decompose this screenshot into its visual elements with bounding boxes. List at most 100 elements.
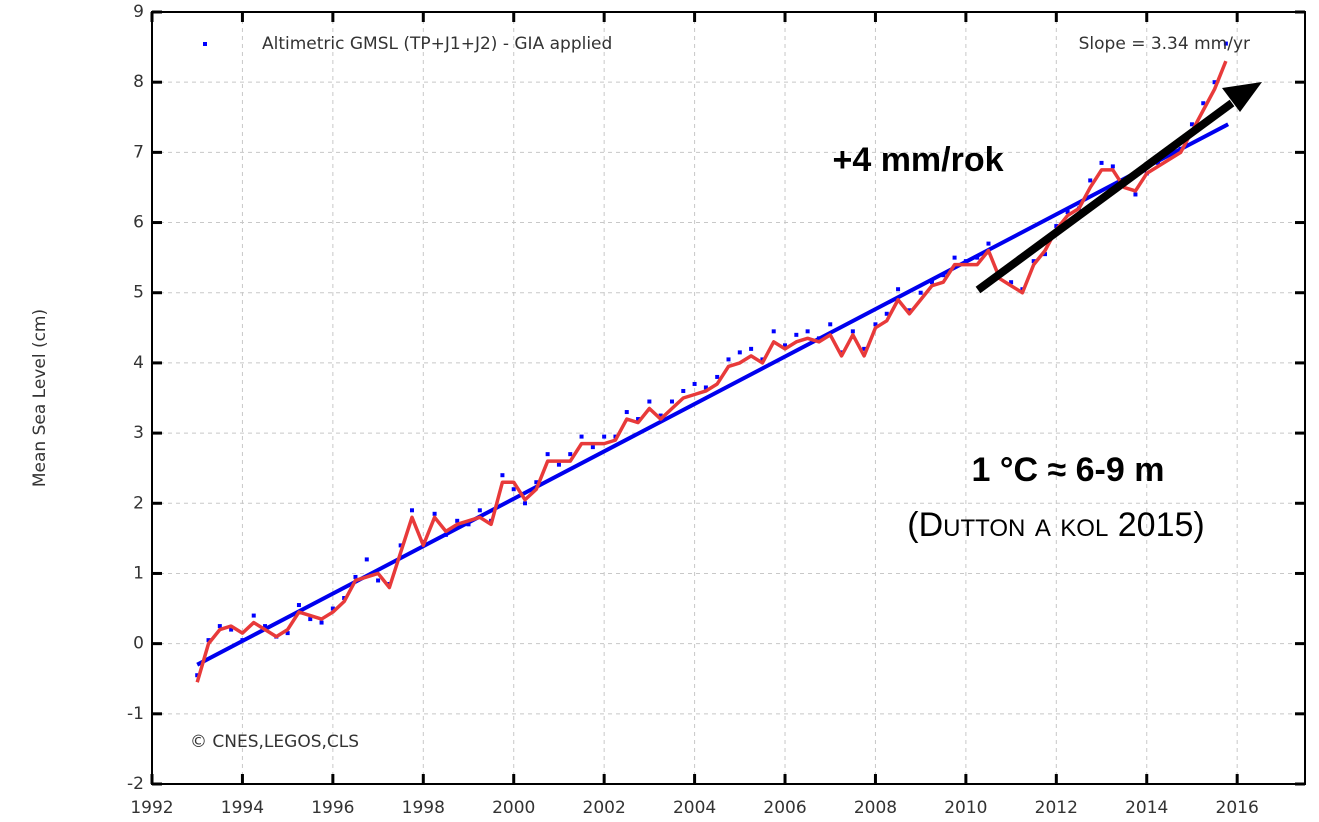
data-point (884, 311, 889, 316)
plot-area: -2 -1 0 1 2 3 4 5 6 7 8 9 1992 1994 1996 1998 2000 2002 20… (127, 2, 1305, 818)
data-point (206, 638, 211, 643)
data-point (636, 417, 641, 422)
data-point (828, 322, 833, 327)
data-point (534, 480, 539, 485)
data-point (1088, 178, 1093, 183)
data-point (692, 381, 697, 386)
data-point (681, 388, 686, 393)
data-point (296, 603, 301, 608)
data-point (1043, 252, 1048, 257)
data-point (353, 574, 358, 579)
x-tick-label: 2006 (763, 798, 806, 818)
data-point (1110, 164, 1115, 169)
annotation: +4 mm/rok (832, 141, 1003, 179)
data-point (1133, 192, 1138, 197)
data-point (409, 508, 414, 513)
data-point (794, 332, 799, 337)
x-tick-label: 2016 (1216, 798, 1259, 818)
data-point (511, 487, 516, 492)
data-point (1156, 160, 1161, 165)
x-tick-label: 2002 (583, 798, 626, 818)
y-tick-label: -1 (127, 704, 144, 724)
data-point (1212, 80, 1217, 85)
copyright: © CNES,LEGOS,CLS (190, 732, 359, 752)
data-point (1054, 224, 1059, 229)
data-point (545, 452, 550, 457)
data-point (308, 617, 313, 622)
y-axis-label: Mean Sea Level (cm) (30, 309, 50, 487)
data-point (737, 350, 742, 355)
data-point (873, 322, 878, 327)
data-point (1223, 41, 1228, 46)
data-point (1009, 280, 1014, 285)
data-point (726, 357, 731, 362)
data-point (251, 613, 256, 618)
x-tick-label: 2012 (1035, 798, 1078, 818)
data-point (907, 308, 912, 313)
data-point (432, 511, 437, 516)
data-point (285, 631, 290, 636)
data-point (715, 374, 720, 379)
y-tick-label: 8 (133, 72, 144, 92)
data-point (602, 434, 607, 439)
data-point (330, 606, 335, 611)
y-tick-label: -2 (127, 774, 144, 794)
y-tick-label: 2 (133, 493, 144, 513)
data-point (556, 462, 561, 467)
arrow-shaft (975, 99, 1235, 294)
y-tick-label: 5 (133, 283, 144, 303)
x-tick-label: 2000 (492, 798, 535, 818)
data-point (455, 518, 460, 523)
data-point (918, 290, 923, 295)
data-point (263, 624, 268, 629)
data-point (240, 638, 245, 643)
arrow-head (1222, 82, 1262, 112)
data-point (1189, 122, 1194, 127)
data-point (783, 343, 788, 348)
y-tick-label: 0 (133, 634, 144, 654)
x-tick-label: 1998 (402, 798, 445, 818)
plot-frame (151, 11, 1306, 785)
data-point (466, 522, 471, 527)
data-point (364, 557, 369, 562)
data-point (771, 329, 776, 334)
data-point (749, 346, 754, 351)
data-point (624, 410, 629, 415)
data-point (975, 255, 980, 260)
data-point (500, 473, 505, 478)
data-point (477, 508, 482, 513)
data-point (590, 445, 595, 450)
annotation: 1 °C ≈ 6-9 m (972, 451, 1165, 489)
slope-label: Slope = 3.34 mm/yr (1079, 34, 1250, 54)
data-point (319, 620, 324, 625)
data-point (669, 399, 674, 404)
annotation: (Dutton a kol 2015) (907, 506, 1204, 544)
data-point (816, 336, 821, 341)
data-point (398, 543, 403, 548)
data-point (929, 280, 934, 285)
y-tick-label: 7 (133, 142, 144, 162)
x-tick-label: 1992 (130, 798, 173, 818)
data-point (941, 273, 946, 278)
data-point (523, 501, 528, 506)
data-point (952, 255, 957, 260)
x-tick-label: 2008 (854, 798, 897, 818)
y-tick-label: 6 (133, 213, 144, 233)
data-point (568, 452, 573, 457)
x-tick-label: 1996 (311, 798, 354, 818)
data-point (376, 578, 381, 583)
smoothed-line (195, 60, 1228, 683)
data-point (658, 413, 663, 418)
data-point (862, 346, 867, 351)
data-point (1031, 259, 1036, 264)
data-point (963, 259, 968, 264)
data-point (217, 624, 222, 629)
data-point (850, 329, 855, 334)
y-tick-label: 9 (133, 2, 144, 22)
legend-marker (203, 42, 207, 46)
x-tick-label: 2014 (1125, 798, 1168, 818)
data-point (229, 627, 234, 632)
data-point (579, 434, 584, 439)
data-point (195, 673, 200, 678)
